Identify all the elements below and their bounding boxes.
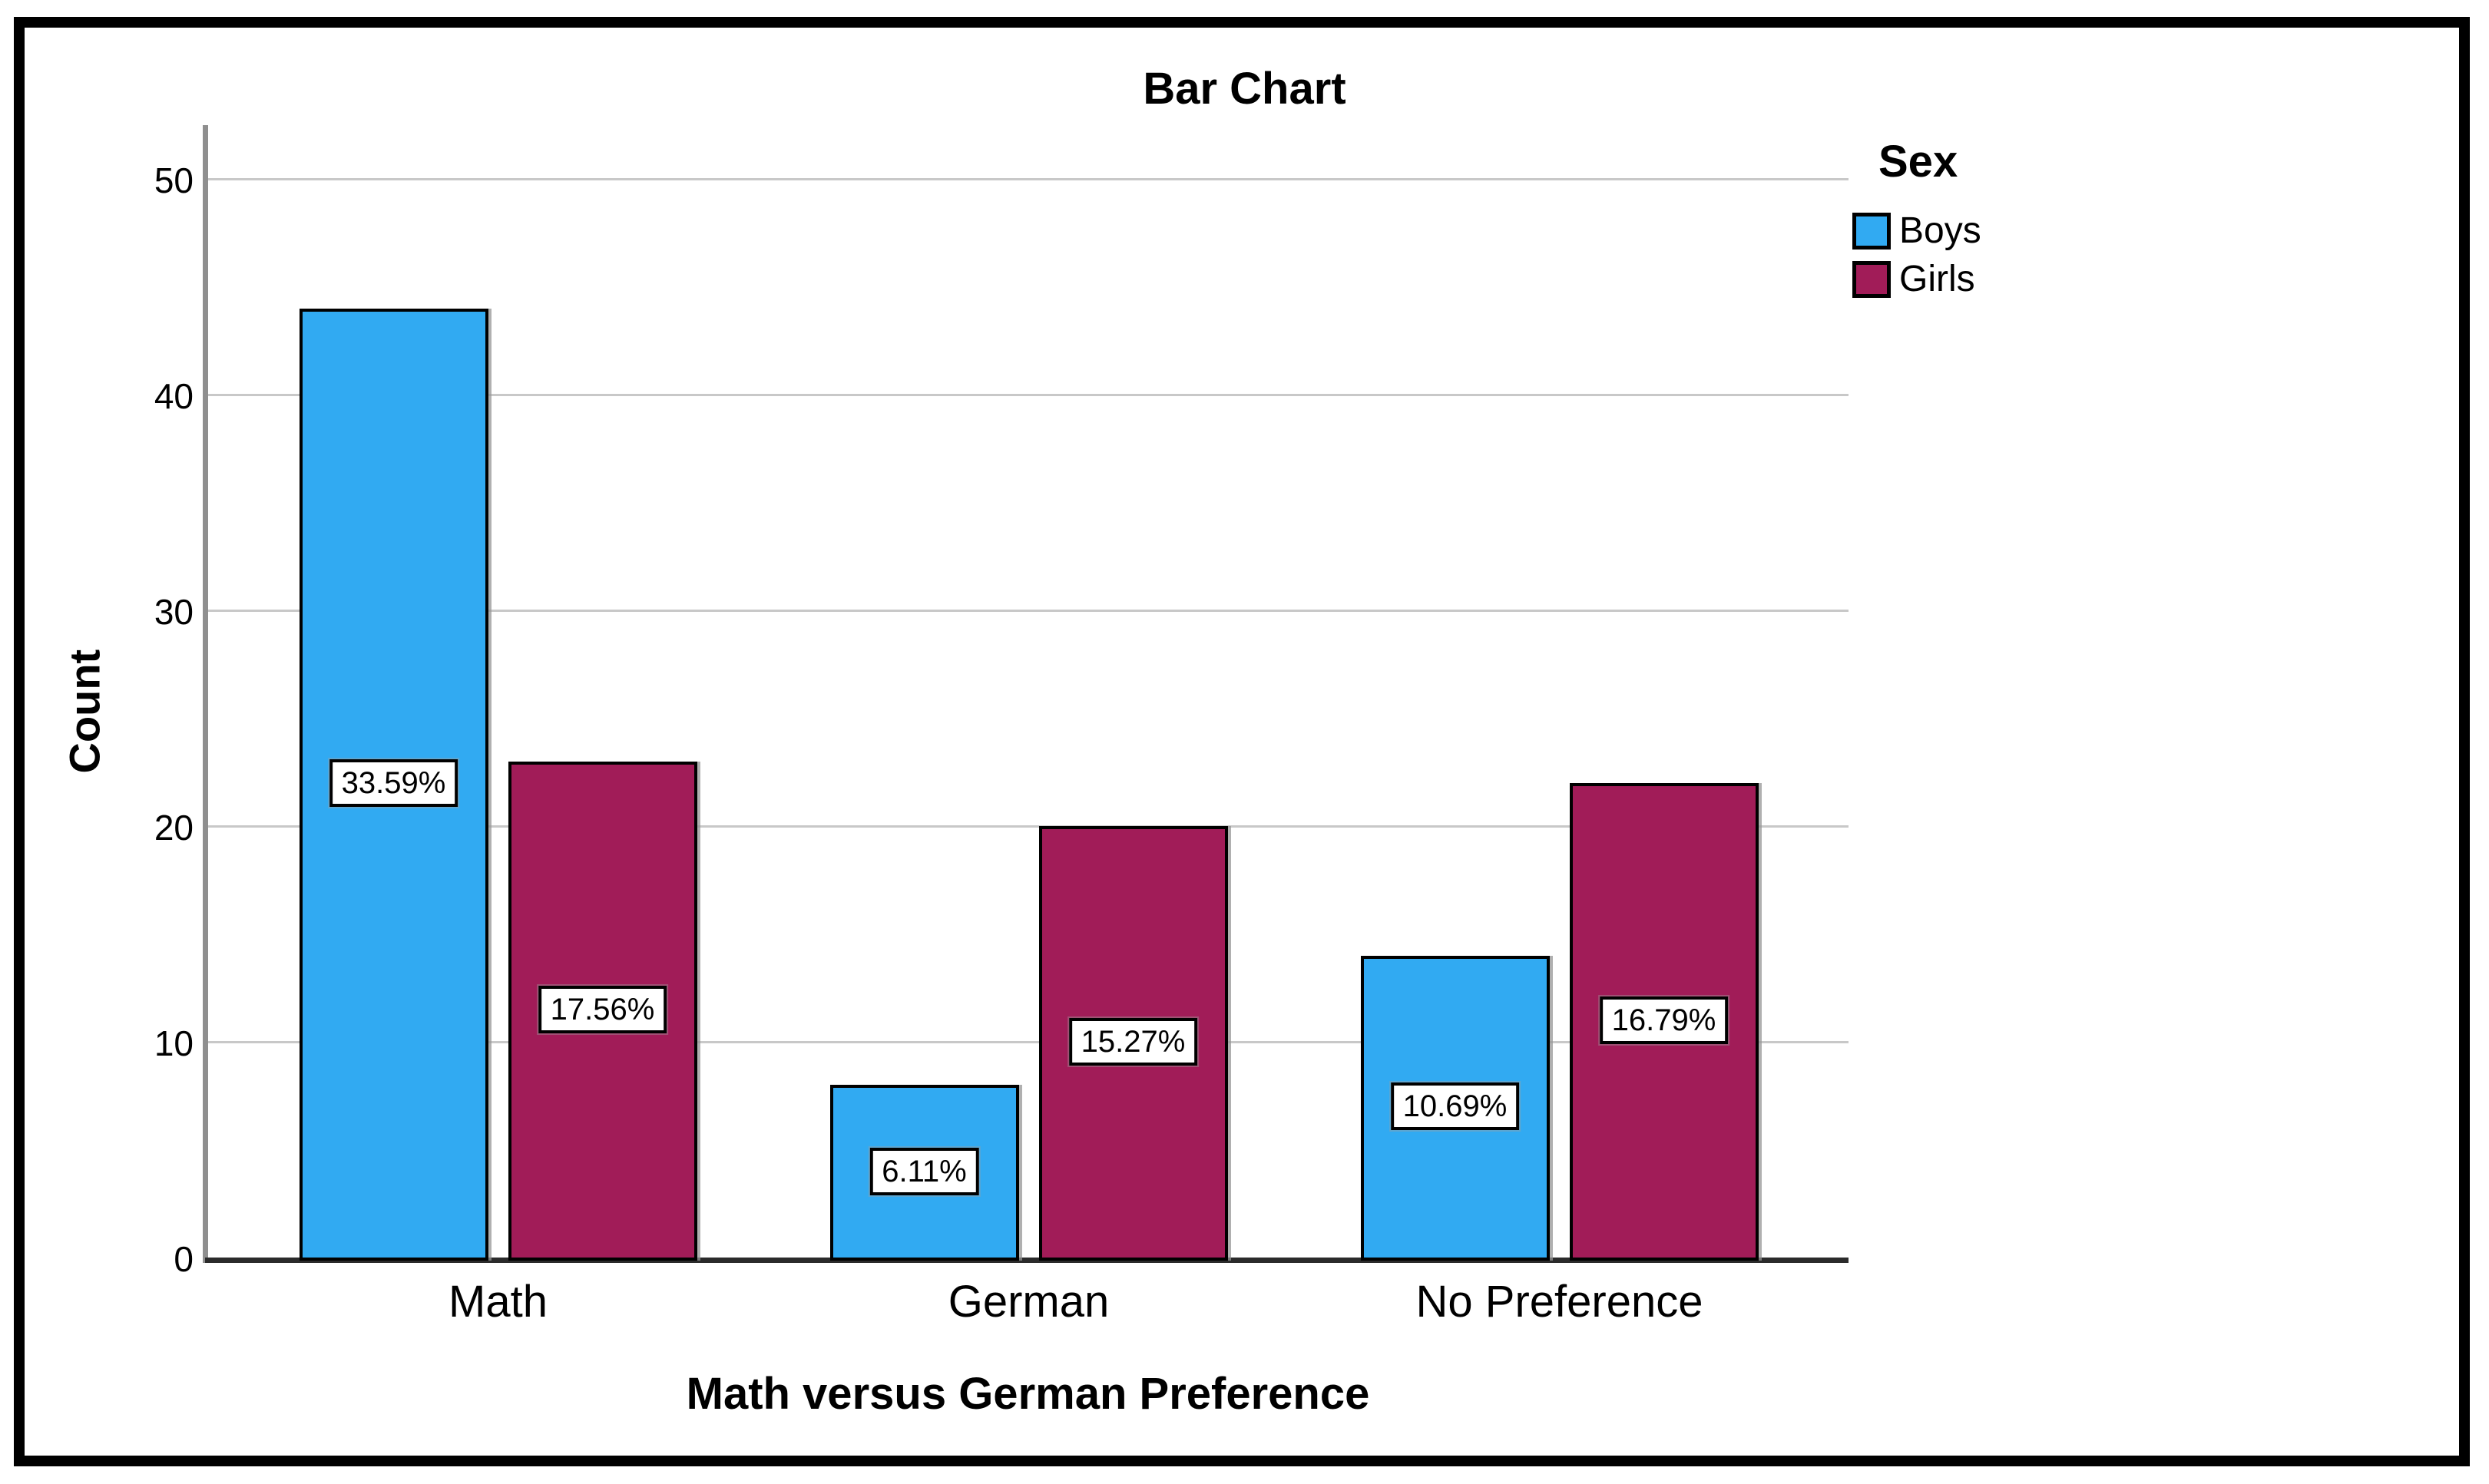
legend-label: Boys (1899, 210, 1981, 251)
category-label-math: Math (448, 1277, 548, 1327)
y-axis-line (203, 125, 208, 1263)
x-axis-title: Math versus German Preference (686, 1369, 1370, 1419)
gridline-40 (207, 394, 1849, 396)
y-tick-label-20: 20 (154, 808, 194, 848)
legend-item-boys: Boys (1852, 212, 2390, 250)
bar-value-label: 17.56% (538, 985, 667, 1033)
legend-label: Girls (1899, 259, 1975, 299)
y-axis-title: Count (60, 649, 109, 774)
legend-swatch-girls (1852, 260, 1891, 298)
category-label-german: German (948, 1277, 1110, 1327)
x-axis-line (205, 1258, 1849, 1263)
bar-value-label: 16.79% (1599, 996, 1729, 1044)
legend-title: Sex (1878, 137, 1958, 187)
legend: Sex Boys Girls (1852, 138, 2390, 298)
y-tick-label-30: 30 (154, 592, 194, 632)
bar-value-label: 6.11% (869, 1147, 979, 1195)
legend-item-girls: Girls (1852, 260, 2390, 298)
y-tick-label-0: 0 (174, 1239, 194, 1279)
legend-swatch-boys (1852, 212, 1891, 250)
gridline-10 (207, 1041, 1849, 1043)
bar-value-label: 10.69% (1390, 1082, 1520, 1131)
y-tick-label-40: 40 (154, 376, 194, 416)
gridline-50 (207, 178, 1849, 180)
y-tick-label-50: 50 (154, 160, 194, 200)
category-label-no-preference: No Preference (1415, 1277, 1703, 1327)
bar-value-label: 15.27% (1068, 1018, 1198, 1066)
gridline-30 (207, 610, 1849, 612)
y-tick-label-10: 10 (154, 1023, 194, 1063)
chart-title: Bar Chart (1143, 64, 1346, 114)
bar-value-label: 33.59% (329, 759, 458, 807)
gridline-20 (207, 825, 1849, 828)
legend-items: Boys Girls (1852, 212, 2390, 298)
